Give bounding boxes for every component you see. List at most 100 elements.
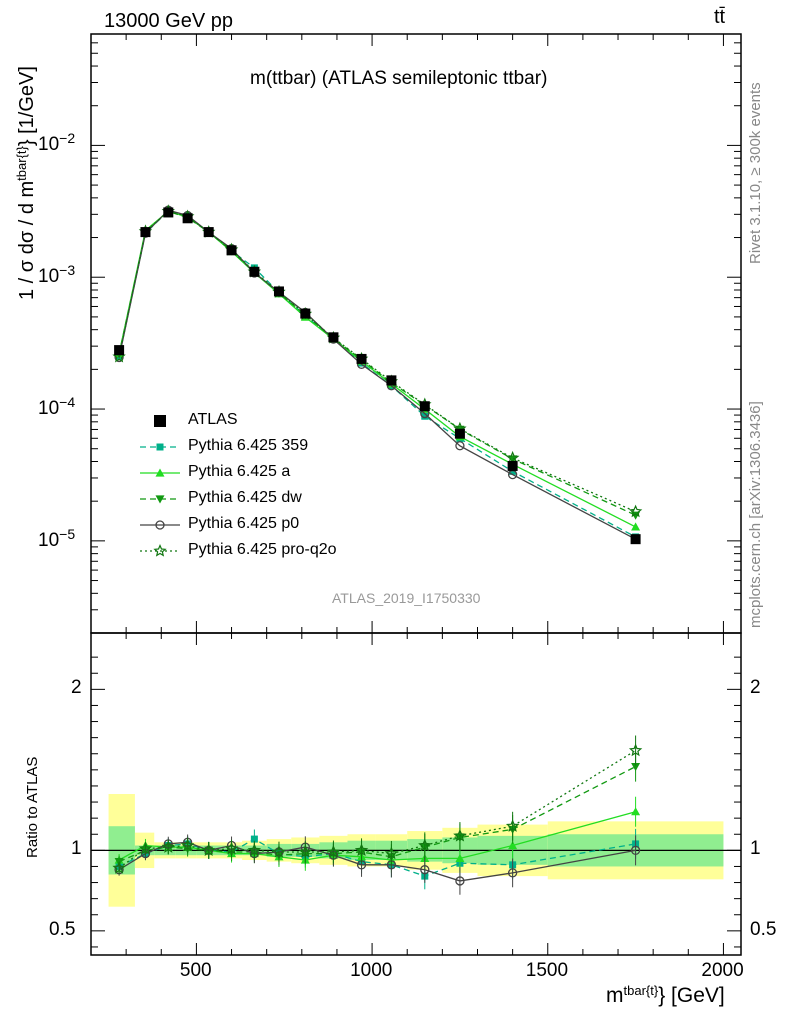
ratio-tick-label-left: 1 (71, 838, 82, 860)
ratio-tick-label-right: 0.5 (750, 918, 777, 940)
series-point-ratio (354, 843, 369, 857)
y-tick-label: 10−4 (38, 394, 76, 420)
series-point-ratio (247, 843, 262, 857)
legend-point (153, 543, 167, 557)
series-point-ratio (112, 861, 126, 874)
series-point-ratio (298, 844, 313, 858)
data-point (454, 428, 465, 439)
series-point-ratio (631, 807, 641, 816)
ratio-tick-label-right: 1 (750, 838, 761, 860)
ratio-series-group (112, 735, 643, 895)
series-point-main (631, 522, 641, 531)
legend-marker (140, 495, 180, 504)
legend-marker (140, 543, 180, 557)
series-point-ratio (420, 865, 430, 875)
series-point-ratio (631, 763, 641, 772)
data-point (507, 460, 518, 471)
header-left: 13000 GeV pp (104, 10, 233, 32)
series-line-ratio (118, 749, 636, 869)
series-point-ratio (507, 868, 518, 878)
series-point-main (508, 455, 518, 464)
data-point (114, 345, 125, 356)
series-point-ratio (455, 853, 465, 862)
plot-frames (90, 33, 742, 956)
series-point-ratio (505, 819, 520, 832)
data-point (630, 534, 641, 545)
legend-point (155, 468, 165, 477)
series-point-main (455, 441, 465, 451)
legend-label: Pythia 6.425 dw (188, 489, 302, 506)
legend-point (155, 520, 165, 530)
y-tick-label: 10−3 (38, 262, 76, 288)
main-series-group (112, 204, 643, 545)
y-tick-label: 10−5 (38, 525, 76, 551)
data-point (300, 308, 311, 319)
data-point (203, 227, 214, 238)
series-point-ratio (630, 845, 641, 855)
x-tick-label: 1500 (525, 960, 569, 981)
series-point-ratio (224, 841, 239, 855)
ratio-frame (90, 632, 742, 956)
series-line-ratio (118, 811, 636, 861)
legend-marker (154, 415, 166, 427)
series-point-ratio (418, 838, 432, 852)
series-point-ratio (384, 846, 399, 860)
data-point (249, 266, 260, 277)
series-point-ratio (508, 841, 518, 850)
data-point (419, 401, 430, 412)
side-text-rivet: Rivet 3.1.10, ≥ 300k events (747, 82, 764, 264)
data-point (182, 213, 193, 224)
series-point-ratio (138, 841, 153, 855)
series-point-ratio (453, 828, 467, 842)
legend-label: ATLAS (188, 411, 238, 428)
series-point-ratio (272, 844, 286, 858)
x-tick-label: 2000 (701, 960, 744, 981)
series-line-main (118, 209, 636, 540)
series-point-ratio (180, 838, 195, 852)
ratio-tick-label-left: 2 (71, 677, 82, 699)
data-point (356, 353, 367, 364)
x-tick-label: 500 (179, 960, 212, 981)
main-title: m(ttbar) (ATLAS semileptonic ttbar) (250, 68, 548, 89)
y-axis-label-main: 1 / σ dσ / d mtbar{t}} [1/GeV] (14, 66, 38, 300)
y-tick-label: 10−2 (38, 130, 76, 156)
legend-marker (140, 520, 180, 530)
legend-label: Pythia 6.425 pro-q2o (188, 541, 337, 558)
ratio-tick-label-right: 2 (750, 677, 761, 699)
data-point (273, 286, 284, 297)
series-line-ratio (118, 841, 636, 882)
series-point-ratio (250, 835, 258, 843)
data-point (386, 375, 397, 386)
data-point (140, 227, 151, 238)
legend-marker (140, 468, 180, 477)
data-point (226, 245, 237, 256)
x-axis-label: mtbar{t}} [GeV] (606, 983, 725, 1007)
legend-label: Pythia 6.425 p0 (188, 515, 300, 532)
legend-point (156, 443, 164, 451)
series-point-ratio (202, 843, 216, 857)
ratio-tick-label-left: 0.5 (49, 918, 76, 940)
y-axis-label-ratio: Ratio to ATLAS (24, 756, 41, 858)
data-point (163, 207, 174, 218)
header-right: tt̄ (714, 6, 726, 28)
legend-point (154, 415, 166, 427)
series-line-ratio (118, 766, 636, 863)
data-point (328, 332, 339, 343)
watermark: ATLAS_2019_I1750330 (332, 590, 481, 606)
legend-marker (140, 443, 180, 451)
series-point-ratio (628, 743, 643, 757)
series-point-main (505, 450, 520, 464)
series-point-ratio (161, 840, 175, 853)
series-line-main (118, 210, 636, 516)
series-point-main (421, 412, 429, 420)
series-line-ratio (118, 838, 636, 877)
legend-label: Pythia 6.425 359 (188, 437, 309, 454)
series-point-main (509, 467, 517, 475)
series-point-main (628, 504, 643, 518)
side-text-mcplots: mcplots.cern.ch [arXiv:1306.3436] (747, 401, 764, 628)
legend-point (155, 495, 165, 504)
series-point-ratio (326, 844, 341, 858)
x-tick-label: 1000 (350, 960, 393, 981)
legend-label: Pythia 6.425 a (188, 463, 291, 480)
